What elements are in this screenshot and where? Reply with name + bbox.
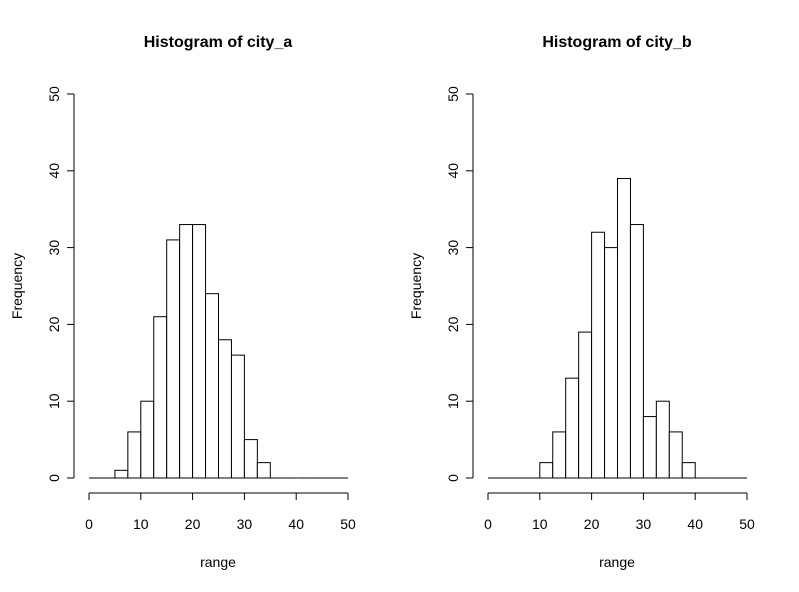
x-tick-label: 10 bbox=[133, 516, 149, 532]
histogram-bar bbox=[642, 416, 657, 479]
histogram-bar bbox=[578, 331, 593, 479]
histogram-bar bbox=[114, 469, 129, 479]
y-tick-label: 30 bbox=[46, 240, 62, 256]
y-axis-label: Frequency bbox=[9, 253, 25, 319]
x-tick-label: 40 bbox=[687, 516, 703, 532]
y-tick-label: 10 bbox=[46, 393, 62, 409]
y-tick-label: 20 bbox=[46, 316, 62, 332]
x-tick-label: 40 bbox=[288, 516, 304, 532]
histogram-bar bbox=[192, 224, 207, 479]
y-axis-label: Frequency bbox=[408, 253, 424, 319]
histogram-bar bbox=[552, 431, 567, 479]
histogram-bar bbox=[617, 177, 631, 479]
x-tick-label: 0 bbox=[85, 516, 93, 532]
histogram-bar bbox=[243, 439, 258, 479]
histogram-bar bbox=[218, 339, 232, 479]
histogram-bar bbox=[629, 224, 644, 479]
histogram-bar bbox=[153, 316, 168, 479]
y-tick-label: 50 bbox=[445, 86, 461, 102]
histogram-bar bbox=[681, 462, 696, 479]
x-tick-label: 50 bbox=[739, 516, 755, 532]
histogram-bar bbox=[539, 462, 554, 479]
x-axis-label: range bbox=[200, 554, 236, 570]
x-tick-label: 0 bbox=[484, 516, 492, 532]
x-tick-label: 20 bbox=[185, 516, 201, 532]
chart-title: Histogram of city_a bbox=[144, 34, 293, 51]
histogram-bar bbox=[565, 377, 580, 479]
x-tick-label: 20 bbox=[584, 516, 600, 532]
histogram-bar bbox=[655, 400, 670, 479]
x-tick-label: 10 bbox=[532, 516, 548, 532]
chart-title: Histogram of city_b bbox=[542, 34, 692, 51]
histogram-bar bbox=[166, 239, 181, 479]
histogram-bar bbox=[179, 224, 194, 479]
y-tick-label: 0 bbox=[46, 474, 62, 482]
histogram-bar bbox=[127, 431, 142, 479]
x-axis-label: range bbox=[599, 554, 635, 570]
y-tick-label: 0 bbox=[445, 474, 461, 482]
histogram-bar bbox=[230, 354, 245, 479]
histogram-bar bbox=[256, 462, 271, 479]
y-tick-label: 40 bbox=[46, 163, 62, 179]
x-tick-label: 30 bbox=[636, 516, 652, 532]
y-tick-label: 20 bbox=[445, 316, 461, 332]
histogram-bar bbox=[591, 231, 606, 479]
x-tick-label: 30 bbox=[237, 516, 253, 532]
y-tick-label: 30 bbox=[445, 240, 461, 256]
histogram-bar bbox=[668, 431, 683, 479]
histogram-bar bbox=[205, 293, 220, 479]
y-tick-label: 40 bbox=[445, 163, 461, 179]
histogram-bar bbox=[140, 400, 155, 479]
y-tick-label: 50 bbox=[46, 86, 62, 102]
y-tick-label: 10 bbox=[445, 393, 461, 409]
histogram-bar bbox=[604, 247, 618, 479]
x-tick-label: 50 bbox=[340, 516, 356, 532]
